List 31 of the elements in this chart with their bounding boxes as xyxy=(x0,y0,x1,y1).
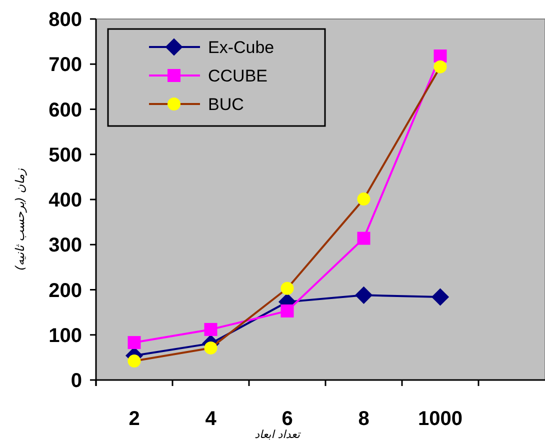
point xyxy=(280,304,294,318)
point xyxy=(128,336,141,350)
ytick: 100 xyxy=(48,324,82,347)
xtick: 2 xyxy=(128,408,140,430)
point xyxy=(280,282,294,295)
ytick: 300 xyxy=(48,234,82,257)
point xyxy=(357,192,370,206)
xtick: 8 xyxy=(358,408,370,430)
point xyxy=(204,341,218,354)
xlabel: تعداد ابعاد xyxy=(254,428,300,441)
point xyxy=(354,286,373,304)
ytick: 800 xyxy=(48,9,82,31)
legend-label: CCUBE xyxy=(208,66,268,86)
xtick: 6 xyxy=(282,408,293,430)
ylabel: زمان (برحسب ثانیه) xyxy=(13,168,27,270)
ytick: 0 xyxy=(70,370,82,392)
ytick: 700 xyxy=(48,54,82,76)
point xyxy=(434,50,447,63)
point xyxy=(431,288,450,306)
ytick: 200 xyxy=(48,280,82,302)
point xyxy=(357,232,370,245)
xtick: 4 xyxy=(205,408,216,430)
ytick: 400 xyxy=(48,190,82,212)
ytick: 600 xyxy=(48,99,82,122)
point xyxy=(204,322,218,336)
legend-label: Ex-Cube xyxy=(208,38,274,57)
legend-label: BUC xyxy=(208,95,244,114)
ytick: 500 xyxy=(48,144,82,166)
xtick: 1000 xyxy=(418,408,462,430)
point xyxy=(434,60,447,74)
point xyxy=(128,354,141,368)
